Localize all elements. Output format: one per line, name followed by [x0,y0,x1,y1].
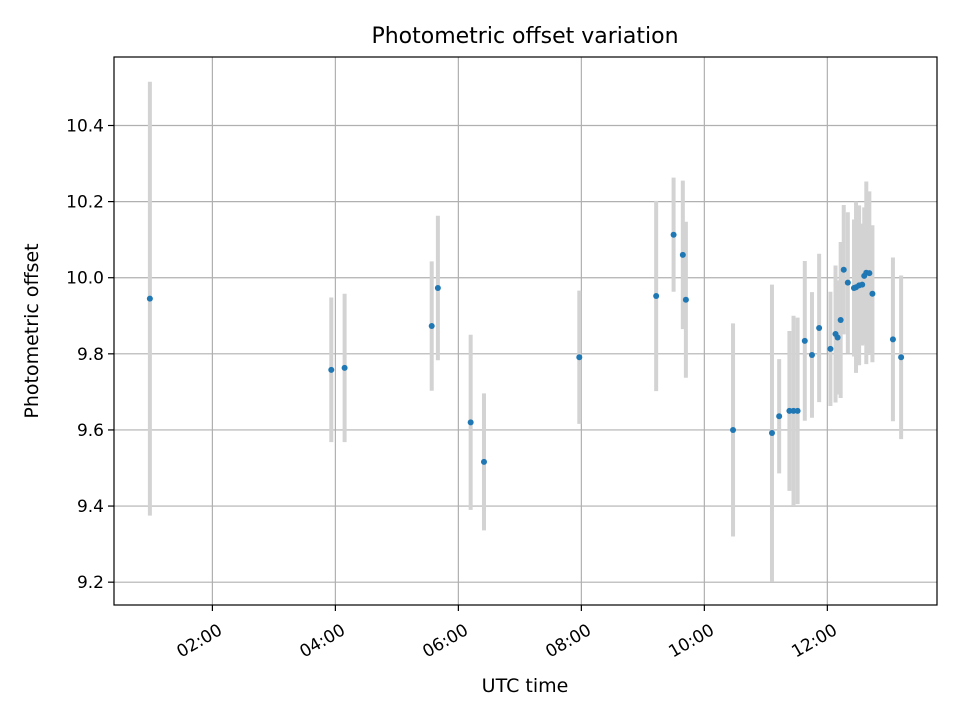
data-point [768,429,775,436]
data-point [816,324,823,331]
y-axis-label: Photometric offset [21,243,43,418]
data-point [840,266,847,273]
data-point [670,231,677,238]
y-tick-label: 9.8 [77,345,104,365]
data-point [844,279,851,286]
data-point [866,270,873,277]
data-point [679,251,686,258]
data-point [786,407,793,414]
data-point [794,407,801,414]
data-point [889,336,896,343]
y-tick-label: 10.4 [66,117,104,137]
data-point [576,354,583,361]
chart-title: Photometric offset variation [371,24,678,49]
data-points [146,231,905,465]
data-point [730,426,737,433]
data-point [898,354,905,361]
data-point [834,334,841,341]
data-point [480,458,487,465]
data-point [837,316,844,323]
data-point [682,296,689,303]
plot-frame [113,56,938,606]
y-tick-label: 10.2 [66,193,104,213]
data-point [790,407,797,414]
data-point [801,337,808,344]
data-point [827,345,834,352]
data-point [146,295,153,302]
data-point [341,364,348,371]
y-tick-label: 10.0 [66,269,104,289]
data-point [428,323,435,330]
data-point [434,284,441,291]
data-point [776,413,783,420]
data-point [653,292,660,299]
y-tick-label: 9.6 [77,421,104,441]
x-axis-label: UTC time [482,675,569,697]
data-point [869,290,876,297]
grid-lines [114,57,937,605]
data-point [808,351,815,358]
data-point [859,281,866,288]
data-point [467,419,474,426]
y-tick-label: 9.4 [77,497,104,517]
data-point [328,366,335,373]
y-tick-label: 9.2 [77,573,104,593]
